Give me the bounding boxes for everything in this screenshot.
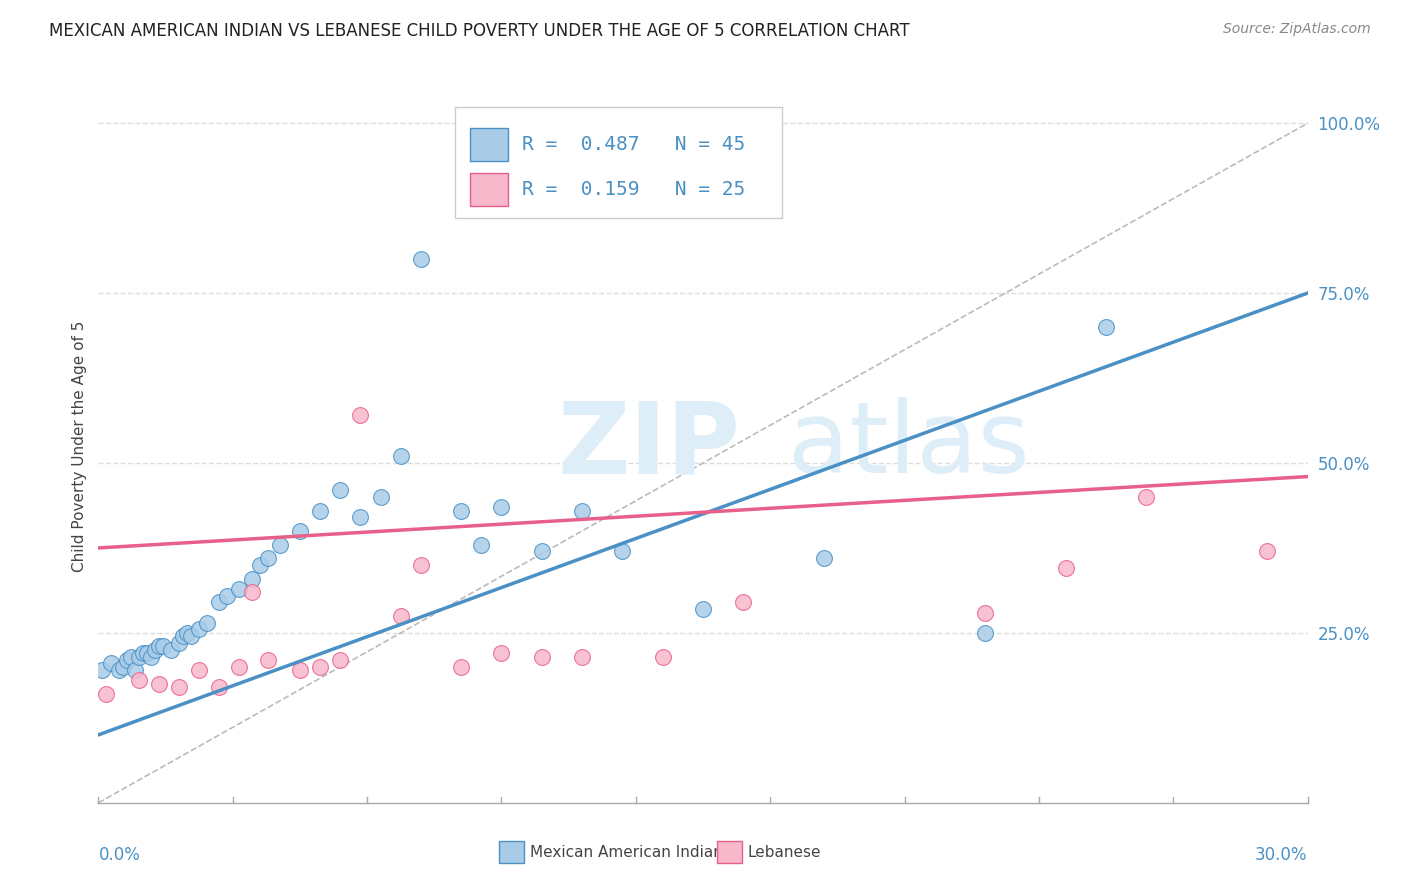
Point bbox=[329, 483, 352, 498]
Point bbox=[288, 663, 311, 677]
Point bbox=[96, 687, 118, 701]
Point bbox=[107, 663, 129, 677]
Point bbox=[370, 490, 392, 504]
Point bbox=[115, 653, 138, 667]
Point bbox=[228, 660, 250, 674]
Point bbox=[148, 677, 170, 691]
Point bbox=[450, 503, 472, 517]
Text: Source: ZipAtlas.com: Source: ZipAtlas.com bbox=[1223, 22, 1371, 37]
Point bbox=[409, 558, 432, 572]
Point bbox=[217, 589, 239, 603]
Point bbox=[128, 649, 150, 664]
Text: R =  0.487   N = 45: R = 0.487 N = 45 bbox=[522, 135, 745, 153]
Point bbox=[188, 623, 211, 637]
Point bbox=[1054, 561, 1077, 575]
Point bbox=[228, 582, 250, 596]
Point bbox=[651, 649, 673, 664]
Point bbox=[91, 663, 114, 677]
Point bbox=[974, 606, 997, 620]
Point bbox=[100, 657, 122, 671]
Point bbox=[256, 551, 278, 566]
Text: 0.0%: 0.0% bbox=[98, 846, 141, 863]
Point bbox=[188, 663, 211, 677]
Point bbox=[1095, 320, 1118, 334]
Point bbox=[470, 537, 492, 551]
Point bbox=[143, 643, 166, 657]
Point bbox=[571, 649, 593, 664]
Point bbox=[612, 544, 634, 558]
Point bbox=[329, 653, 352, 667]
Text: R =  0.159   N = 25: R = 0.159 N = 25 bbox=[522, 179, 745, 199]
Point bbox=[974, 626, 997, 640]
Point bbox=[813, 551, 835, 566]
Point bbox=[172, 629, 194, 643]
Point bbox=[180, 629, 202, 643]
Point bbox=[128, 673, 150, 688]
Point bbox=[409, 252, 432, 266]
Text: Lebanese: Lebanese bbox=[748, 846, 821, 860]
Y-axis label: Child Poverty Under the Age of 5: Child Poverty Under the Age of 5 bbox=[72, 320, 87, 572]
Point bbox=[269, 537, 291, 551]
Point bbox=[288, 524, 311, 538]
Point bbox=[349, 409, 371, 423]
Point bbox=[120, 649, 142, 664]
Point bbox=[152, 640, 174, 654]
Point bbox=[491, 500, 513, 515]
Point bbox=[124, 663, 146, 677]
Bar bbox=[470, 173, 509, 205]
Point bbox=[132, 646, 155, 660]
Point bbox=[309, 503, 332, 517]
Bar bbox=[470, 128, 509, 161]
Point bbox=[167, 636, 190, 650]
Point bbox=[249, 558, 271, 572]
Text: 30.0%: 30.0% bbox=[1256, 846, 1308, 863]
Point bbox=[530, 649, 553, 664]
Point bbox=[389, 608, 412, 623]
Point bbox=[111, 660, 134, 674]
Point bbox=[1135, 490, 1157, 504]
Bar bbox=[456, 107, 782, 218]
Point bbox=[309, 660, 332, 674]
Point bbox=[240, 572, 263, 586]
Text: MEXICAN AMERICAN INDIAN VS LEBANESE CHILD POVERTY UNDER THE AGE OF 5 CORRELATION: MEXICAN AMERICAN INDIAN VS LEBANESE CHIL… bbox=[49, 22, 910, 40]
Point bbox=[349, 510, 371, 524]
Point bbox=[139, 649, 162, 664]
Point bbox=[176, 626, 198, 640]
Text: ZIP: ZIP bbox=[558, 398, 741, 494]
Point bbox=[208, 680, 231, 694]
Point bbox=[195, 615, 218, 630]
Point bbox=[733, 595, 755, 609]
Text: Mexican American Indians: Mexican American Indians bbox=[530, 846, 731, 860]
Point bbox=[256, 653, 278, 667]
Point bbox=[1256, 544, 1278, 558]
Text: atlas: atlas bbox=[787, 398, 1029, 494]
Point bbox=[450, 660, 472, 674]
Point bbox=[692, 602, 714, 616]
Point bbox=[240, 585, 263, 599]
Point bbox=[167, 680, 190, 694]
Point bbox=[160, 643, 183, 657]
Point bbox=[530, 544, 553, 558]
Point bbox=[148, 640, 170, 654]
Point bbox=[389, 449, 412, 463]
Point bbox=[491, 646, 513, 660]
Point bbox=[135, 646, 157, 660]
Point bbox=[208, 595, 231, 609]
Point bbox=[571, 503, 593, 517]
